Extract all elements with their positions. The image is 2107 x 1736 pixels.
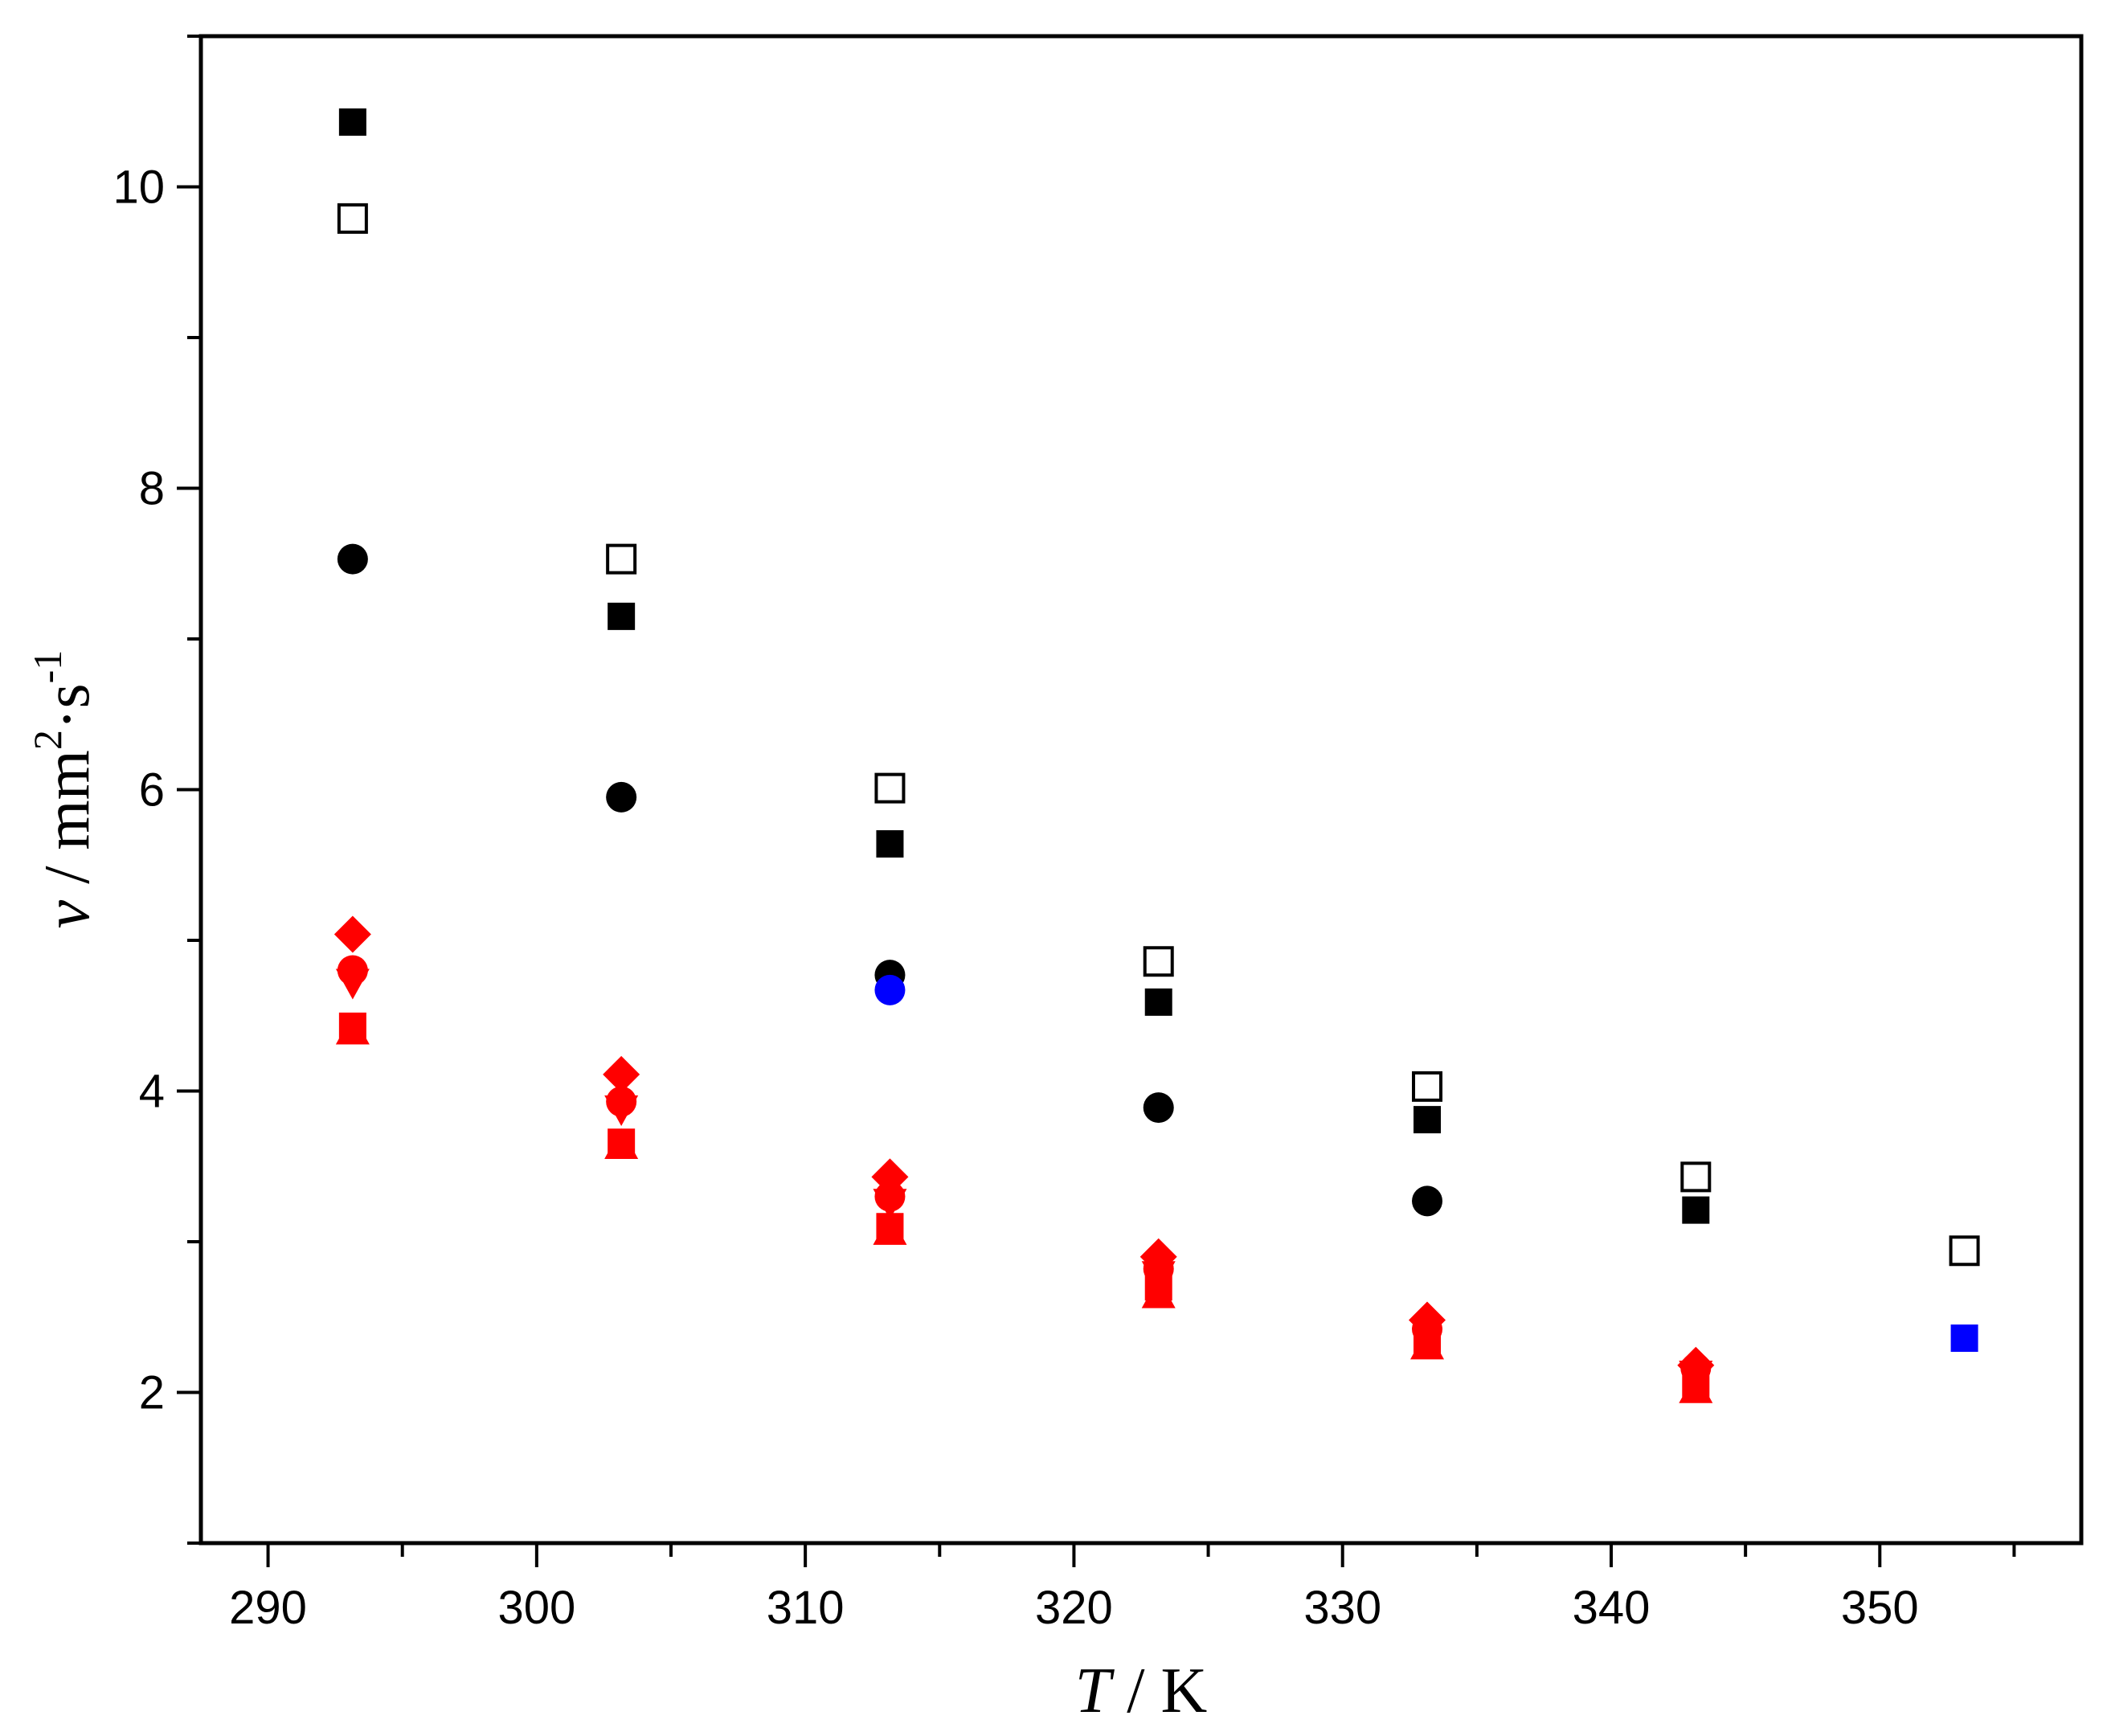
data-point [876,830,904,858]
y-axis-unit-exp2: -1 [25,650,70,684]
y-axis-unit-mid: ·s [32,683,103,730]
y-tick-label: 6 [139,764,165,817]
data-point [1412,1185,1443,1217]
y-axis-label: ν / mm2·s-1 [25,650,103,929]
data-point [1144,988,1172,1016]
y-tick-label: 2 [139,1367,165,1419]
series-circle-filled [874,974,906,1005]
data-point [1412,1071,1443,1102]
data-point [1143,946,1174,977]
series-square-filled [1950,1325,1978,1352]
data-point [874,974,906,1005]
data-point [603,1055,640,1093]
data-point [1949,1235,1980,1267]
series-circle-filled [337,543,1443,1217]
data-point [1414,1106,1442,1134]
y-axis-unit-exp1: 2 [25,730,70,750]
y-axis-unit-base: mm [32,750,103,850]
series-square-filled [338,108,1710,1224]
data-point [874,772,906,804]
data-point [873,1189,907,1220]
data-point [1141,1277,1176,1308]
y-axis-ticks [177,35,201,1545]
data-point [608,602,636,630]
x-tick-label: 290 [229,1582,307,1634]
data-point [604,1095,639,1126]
data-point [1143,1092,1174,1124]
data-point [335,1013,370,1045]
x-axis-ticks [266,1543,2016,1567]
data-point [1679,1372,1713,1403]
x-tick-label: 310 [767,1582,845,1634]
x-axis-separator: / [1111,1656,1160,1726]
x-tick-label: 300 [497,1582,575,1634]
data-point [1680,1161,1712,1193]
y-axis-symbol: ν [32,899,103,928]
data-point [335,968,370,1000]
x-tick-label: 330 [1303,1582,1381,1634]
y-tick-label: 8 [139,463,165,515]
data-point [1950,1325,1978,1352]
data-point [606,543,637,575]
x-axis-label: T / K [1075,1656,1208,1726]
y-tick-label: 10 [113,162,165,214]
data-point [333,915,371,953]
data-point [337,543,368,575]
x-axis-symbol: T [1075,1656,1115,1726]
x-axis-tick-labels: 290 300 310 320 330 340 350 [229,1582,1918,1634]
y-axis-tick-labels: 2 4 6 8 10 [113,162,165,1419]
data-markers [333,108,1980,1403]
x-tick-label: 350 [1841,1582,1919,1634]
data-point [1682,1196,1710,1224]
y-axis-separator: / [32,850,103,900]
x-tick-label: 320 [1035,1582,1113,1634]
series-square-open [337,203,1980,1267]
data-point [338,108,366,136]
data-point [606,781,637,813]
x-tick-label: 340 [1573,1582,1651,1634]
series-triangle-up-filled [335,1013,1713,1403]
y-tick-label: 4 [139,1066,165,1118]
data-point [1410,1329,1445,1360]
data-point [337,203,368,234]
x-axis-unit: K [1160,1656,1207,1726]
data-point [873,1214,907,1245]
data-point [604,1128,639,1159]
